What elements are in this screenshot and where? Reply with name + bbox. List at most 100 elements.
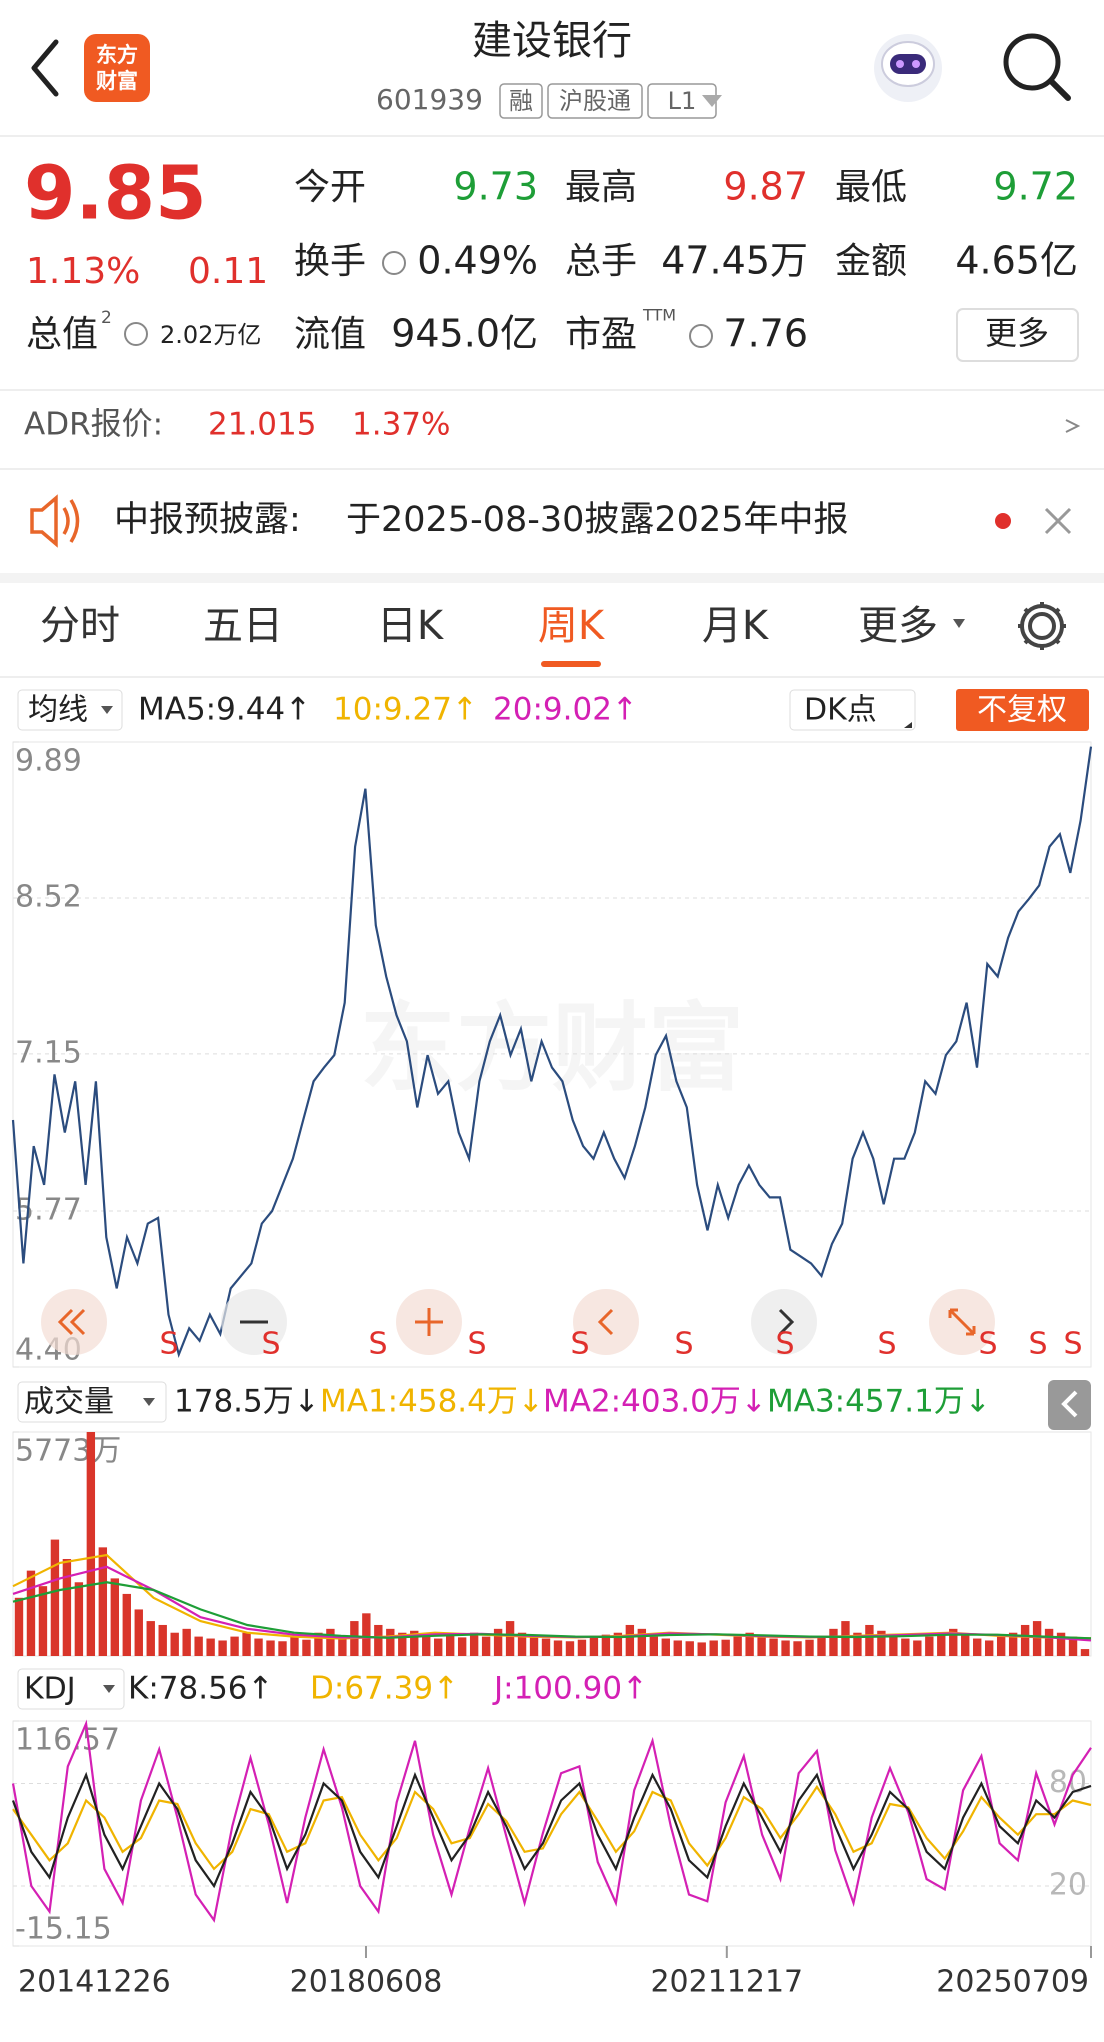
legend-item: MA5:9.44↑ bbox=[138, 692, 311, 728]
price-panel bbox=[12, 741, 1092, 1368]
volume-selector[interactable] bbox=[17, 1381, 167, 1423]
kdj-selector[interactable] bbox=[17, 1668, 125, 1710]
volume-bar bbox=[637, 1628, 647, 1656]
info-icon[interactable] bbox=[124, 322, 148, 346]
collapse-tab[interactable] bbox=[1048, 1380, 1091, 1430]
watermark: 东方财富 bbox=[360, 992, 744, 1104]
volume-bar bbox=[877, 1630, 886, 1656]
signal: S bbox=[159, 1327, 178, 1362]
signal: S bbox=[368, 1327, 387, 1362]
cap-value: 2.02万亿 bbox=[160, 321, 261, 349]
volume-bar bbox=[973, 1638, 982, 1656]
more-button[interactable] bbox=[956, 308, 1079, 362]
volume-bar bbox=[805, 1639, 814, 1656]
tab[interactable]: 五日 bbox=[203, 603, 283, 649]
volume-bar bbox=[829, 1628, 838, 1656]
signal: S bbox=[570, 1327, 589, 1362]
assistant-icon[interactable] bbox=[874, 34, 942, 102]
volume-bar bbox=[613, 1632, 623, 1656]
field-label: 换手 bbox=[294, 241, 366, 282]
spacer bbox=[0, 573, 1104, 583]
volume-bar bbox=[62, 1558, 72, 1656]
search-button[interactable] bbox=[1003, 33, 1071, 101]
volume-bar bbox=[469, 1632, 479, 1656]
volume-bar bbox=[745, 1632, 754, 1656]
signal: S bbox=[1028, 1327, 1047, 1362]
date-label: 20141226 bbox=[18, 1965, 171, 2000]
indicator-line bbox=[12, 1553, 1092, 1640]
volume-bar bbox=[445, 1634, 455, 1656]
y-tick-label: 9.89 bbox=[15, 744, 82, 779]
tab[interactable]: 分时 bbox=[40, 603, 120, 649]
back-button[interactable] bbox=[31, 39, 59, 97]
volume-bar bbox=[278, 1641, 287, 1656]
selector-arrow bbox=[101, 706, 113, 714]
legend-item: MA1:458.4万↓ bbox=[320, 1384, 544, 1420]
settings-button[interactable] bbox=[1018, 602, 1066, 650]
volume-bar bbox=[1020, 1624, 1030, 1656]
indicator-line bbox=[12, 1565, 1092, 1642]
volume-bar bbox=[913, 1640, 922, 1656]
volume-bar bbox=[817, 1636, 826, 1656]
volume-bar bbox=[122, 1593, 131, 1656]
close-button[interactable] bbox=[1044, 507, 1072, 535]
volume-bar bbox=[362, 1613, 371, 1656]
tool-left[interactable] bbox=[573, 1289, 639, 1355]
volume-bar bbox=[266, 1640, 275, 1656]
volume-bar bbox=[769, 1638, 778, 1656]
volume-bar bbox=[302, 1639, 311, 1656]
volume-bar bbox=[529, 1636, 539, 1656]
y-tick-label: 20 bbox=[1049, 1867, 1087, 1902]
volume-bar bbox=[38, 1586, 48, 1656]
volume-bar bbox=[422, 1636, 431, 1656]
change: 0.11 bbox=[188, 251, 268, 292]
volume-bar bbox=[661, 1638, 670, 1656]
unread-dot bbox=[995, 513, 1011, 529]
legend-item: 20:9.02↑ bbox=[493, 692, 638, 728]
info-icon[interactable] bbox=[689, 324, 713, 348]
adr-arrow[interactable] bbox=[1065, 419, 1081, 433]
tab[interactable]: 更多 bbox=[858, 603, 938, 649]
volume-bar bbox=[961, 1634, 970, 1656]
volume-bar bbox=[577, 1639, 587, 1656]
y-tick-label: 80 bbox=[1049, 1765, 1087, 1800]
volume-bar bbox=[757, 1634, 766, 1656]
legend-item: D:67.39↑ bbox=[310, 1671, 459, 1707]
tool-right[interactable] bbox=[751, 1289, 817, 1355]
kdj-legend: K:78.56↑ D:67.39↑ J:100.90↑ bbox=[128, 1671, 648, 1707]
price: 9.85 bbox=[24, 151, 207, 237]
volume-bar bbox=[26, 1570, 36, 1656]
ma-legend: MA5:9.44↑ 10:9.27↑ 20:9.02↑ bbox=[138, 692, 638, 728]
tab[interactable]: 月K bbox=[702, 603, 770, 649]
dk-text: DK点 bbox=[804, 693, 877, 728]
cap-sup: 2 bbox=[101, 308, 112, 328]
volume-bar bbox=[158, 1624, 167, 1656]
signal: S bbox=[674, 1327, 693, 1362]
adr-pct: 1.37% bbox=[352, 407, 450, 443]
tab[interactable]: 周K bbox=[538, 603, 606, 649]
field-value: 7.76 bbox=[723, 312, 808, 356]
y-tick-label: -15.15 bbox=[15, 1912, 112, 1947]
dropdown-arrow[interactable] bbox=[702, 95, 722, 107]
dk-selector[interactable] bbox=[789, 689, 916, 731]
tab[interactable]: 日K bbox=[377, 603, 445, 649]
ma-selector[interactable] bbox=[17, 689, 123, 731]
notice-text[interactable]: 于2025-08-30披露2025年中报 bbox=[346, 500, 848, 540]
volume-bar bbox=[685, 1641, 694, 1656]
app-logo bbox=[84, 34, 150, 102]
volume-bar bbox=[374, 1624, 383, 1656]
volume-bar bbox=[314, 1632, 323, 1656]
signal: S bbox=[261, 1327, 280, 1362]
adjust-button[interactable] bbox=[956, 689, 1089, 731]
field-label: 金额 bbox=[835, 241, 907, 282]
info-icon[interactable] bbox=[382, 251, 406, 275]
tab-dropdown[interactable] bbox=[953, 619, 965, 628]
volume-bar bbox=[146, 1621, 155, 1656]
field-label: 流值 bbox=[294, 314, 366, 355]
volume-bar bbox=[925, 1636, 934, 1656]
adr-label: ADR报价: bbox=[24, 407, 163, 443]
volume-bar bbox=[481, 1636, 491, 1656]
volume-bar bbox=[1044, 1628, 1054, 1656]
indicator-line bbox=[11, 1771, 1092, 1889]
